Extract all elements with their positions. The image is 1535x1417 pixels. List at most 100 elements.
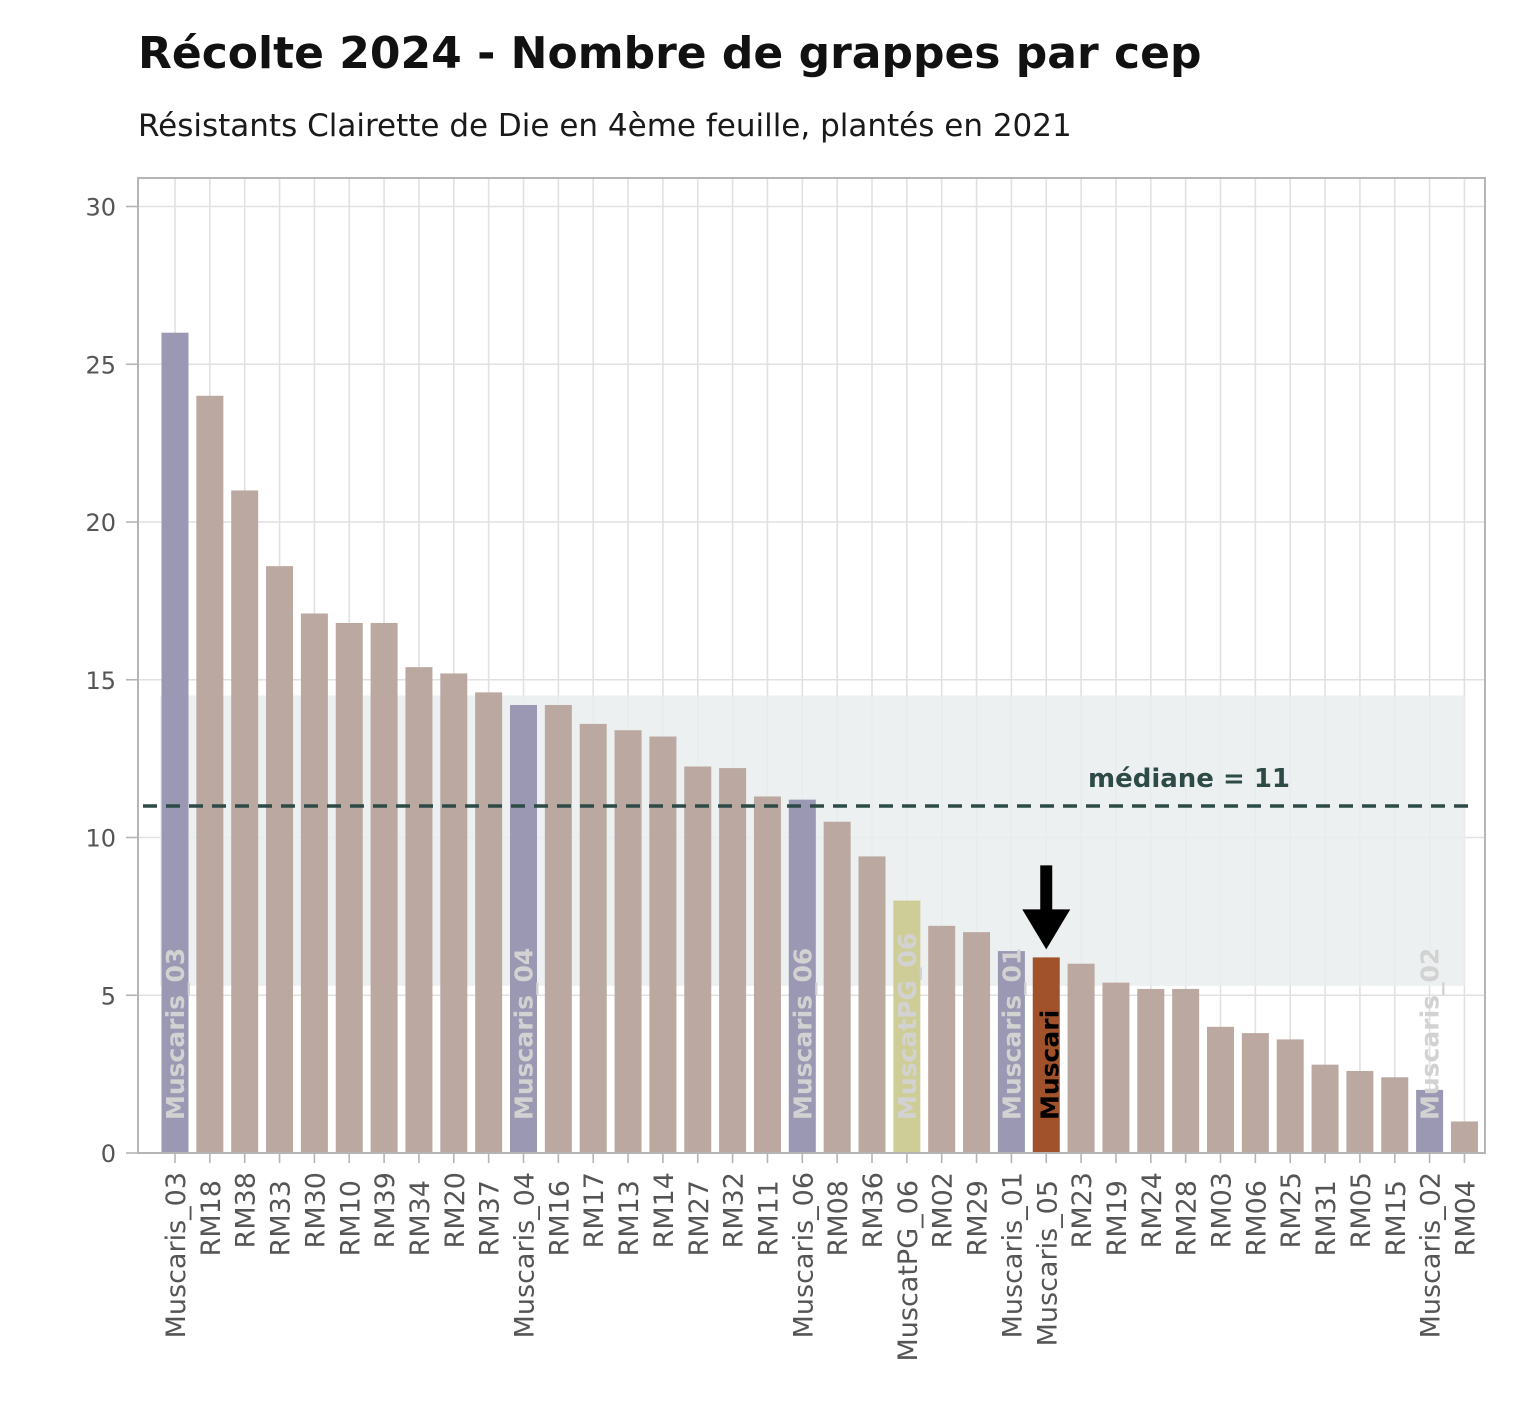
bar-muscaris_01	[997, 951, 1025, 1153]
bar-rm19	[1102, 982, 1130, 1153]
bar-muscaris_02	[1416, 1089, 1444, 1153]
bar-muscatpg_06	[893, 900, 921, 1153]
in-bar-labels: Muscaris_03 Muscaris_04 Muscaris_06 MuscatP…	[161, 933, 1445, 1120]
bar-rm25	[1276, 1039, 1304, 1153]
bar-rm03	[1207, 1026, 1234, 1153]
bar-rm30	[300, 613, 328, 1153]
x-tick-label: RM39	[370, 1172, 401, 1248]
x-tick-label: RM32	[719, 1172, 750, 1248]
bar-rm28	[1172, 988, 1200, 1153]
bar-rm15	[1381, 1077, 1409, 1153]
x-tick-label: RM25	[1276, 1172, 1307, 1248]
x-tick-label: RM37	[475, 1180, 506, 1256]
in-bar-label: MuscatPG_06	[893, 933, 922, 1120]
x-tick-label: RM18	[196, 1180, 227, 1256]
y-tick-label: 15	[85, 667, 116, 695]
x-tick-label: RM24	[1137, 1172, 1168, 1248]
bar-rm38	[231, 490, 259, 1153]
x-tick-label: RM30	[300, 1172, 331, 1248]
x-tick-label: RM08	[823, 1180, 854, 1256]
in-bar-label: Muscaris_04	[510, 948, 539, 1120]
bars	[161, 332, 1478, 1153]
x-tick-label: RM13	[614, 1180, 645, 1256]
y-tick-label: 0	[101, 1140, 116, 1168]
highlight-marker	[1022, 865, 1071, 950]
median-label: médiane = 11	[1088, 764, 1290, 794]
chart-subtitle: Résistants Clairette de Die en 4ème feui…	[138, 108, 1072, 144]
bar-rm32	[719, 768, 747, 1153]
y-tick-label: 25	[85, 351, 116, 379]
bar-rm04	[1450, 1121, 1478, 1153]
bar-muscaris_05	[1032, 957, 1060, 1153]
x-tick-label: RM19	[1102, 1180, 1133, 1256]
x-tick-label: Muscaris_04	[510, 1172, 541, 1338]
bar-rm02	[928, 925, 956, 1153]
x-tick-label: RM31	[1311, 1180, 1342, 1256]
x-tick-label: RM03	[1207, 1172, 1238, 1248]
x-tick-label: Muscaris_06	[788, 1172, 819, 1338]
bar-rm10	[335, 622, 363, 1153]
bar-rm33	[266, 566, 294, 1153]
x-tick-label: MuscatPG_06	[893, 1180, 924, 1362]
x-tick-label: RM27	[684, 1180, 715, 1256]
bar-rm14	[649, 736, 677, 1153]
x-tick-label: RM20	[440, 1172, 471, 1248]
x-tick-label: RM14	[649, 1172, 680, 1248]
x-tick-label: RM23	[1067, 1172, 1098, 1248]
x-tick-label: RM02	[928, 1172, 959, 1248]
x-tick-label: RM34	[405, 1180, 436, 1256]
bar-rm34	[405, 667, 433, 1153]
in-bar-label: Muscaris_01	[997, 948, 1026, 1120]
bar-rm20	[440, 673, 468, 1153]
bar-rm05	[1346, 1070, 1374, 1153]
chart-title: Récolte 2024 - Nombre de grappes par cep	[138, 28, 1202, 79]
x-tick-label: Muscaris_02	[1416, 1172, 1447, 1338]
in-bar-label: Muscaris_03	[161, 948, 190, 1120]
x-tick-label: RM29	[963, 1180, 994, 1256]
x-tick-label: RM06	[1241, 1180, 1272, 1256]
bar-muscaris_04	[510, 704, 537, 1153]
y-tick-label: 20	[85, 509, 116, 537]
bar-rm11	[753, 796, 781, 1153]
x-axis-ticks: Muscaris_03 RM18 RM38 RM33 RM30 RM10 RM39 RM34 R…	[161, 1153, 1481, 1362]
x-tick-label: RM36	[858, 1172, 889, 1248]
y-tick-label: 10	[85, 825, 116, 853]
x-tick-label: RM11	[753, 1180, 784, 1256]
median-line-group: médiane = 11	[143, 764, 1470, 808]
in-bar-label: Muscari	[1035, 1010, 1064, 1120]
x-tick-label: RM28	[1172, 1180, 1203, 1256]
x-tick-label: RM17	[579, 1172, 610, 1248]
bar-rm23	[1067, 963, 1095, 1153]
bar-rm17	[579, 723, 607, 1153]
in-bar-label: Muscaris_02	[1416, 948, 1445, 1120]
bar-muscaris_03	[161, 332, 189, 1153]
bar-rm08	[823, 821, 851, 1153]
x-tick-label: Muscaris_01	[997, 1172, 1028, 1338]
bar-rm13	[614, 730, 642, 1153]
y-axis-ticks: 0 5 10 15 20 25 30	[85, 194, 138, 1168]
x-tick-label: RM05	[1346, 1172, 1377, 1248]
x-tick-label: RM15	[1381, 1180, 1412, 1256]
plot-border	[137, 177, 1486, 1154]
x-tick-label: Muscaris_05	[1032, 1180, 1063, 1346]
bar-rm06	[1241, 1033, 1269, 1153]
y-tick-label: 5	[101, 982, 116, 1010]
bar-rm24	[1137, 988, 1165, 1153]
arrow-head-icon	[1022, 909, 1071, 950]
x-tick-label: RM33	[266, 1180, 297, 1256]
bar-muscaris_06	[788, 799, 816, 1153]
x-tick-label: RM16	[544, 1180, 575, 1256]
bar-rm31	[1311, 1064, 1339, 1153]
x-tick-label: Muscaris_03	[161, 1172, 192, 1338]
y-tick-label: 30	[85, 194, 116, 222]
bar-rm16	[544, 704, 572, 1153]
x-tick-label: RM38	[231, 1172, 262, 1248]
x-tick-label: RM10	[335, 1180, 366, 1256]
in-bar-label: Muscaris_06	[788, 948, 817, 1120]
bar-rm18	[196, 395, 224, 1153]
bar-rm37	[475, 692, 503, 1153]
bar-rm39	[370, 622, 398, 1153]
bar-rm36	[858, 856, 886, 1153]
bar-rm29	[963, 932, 991, 1153]
